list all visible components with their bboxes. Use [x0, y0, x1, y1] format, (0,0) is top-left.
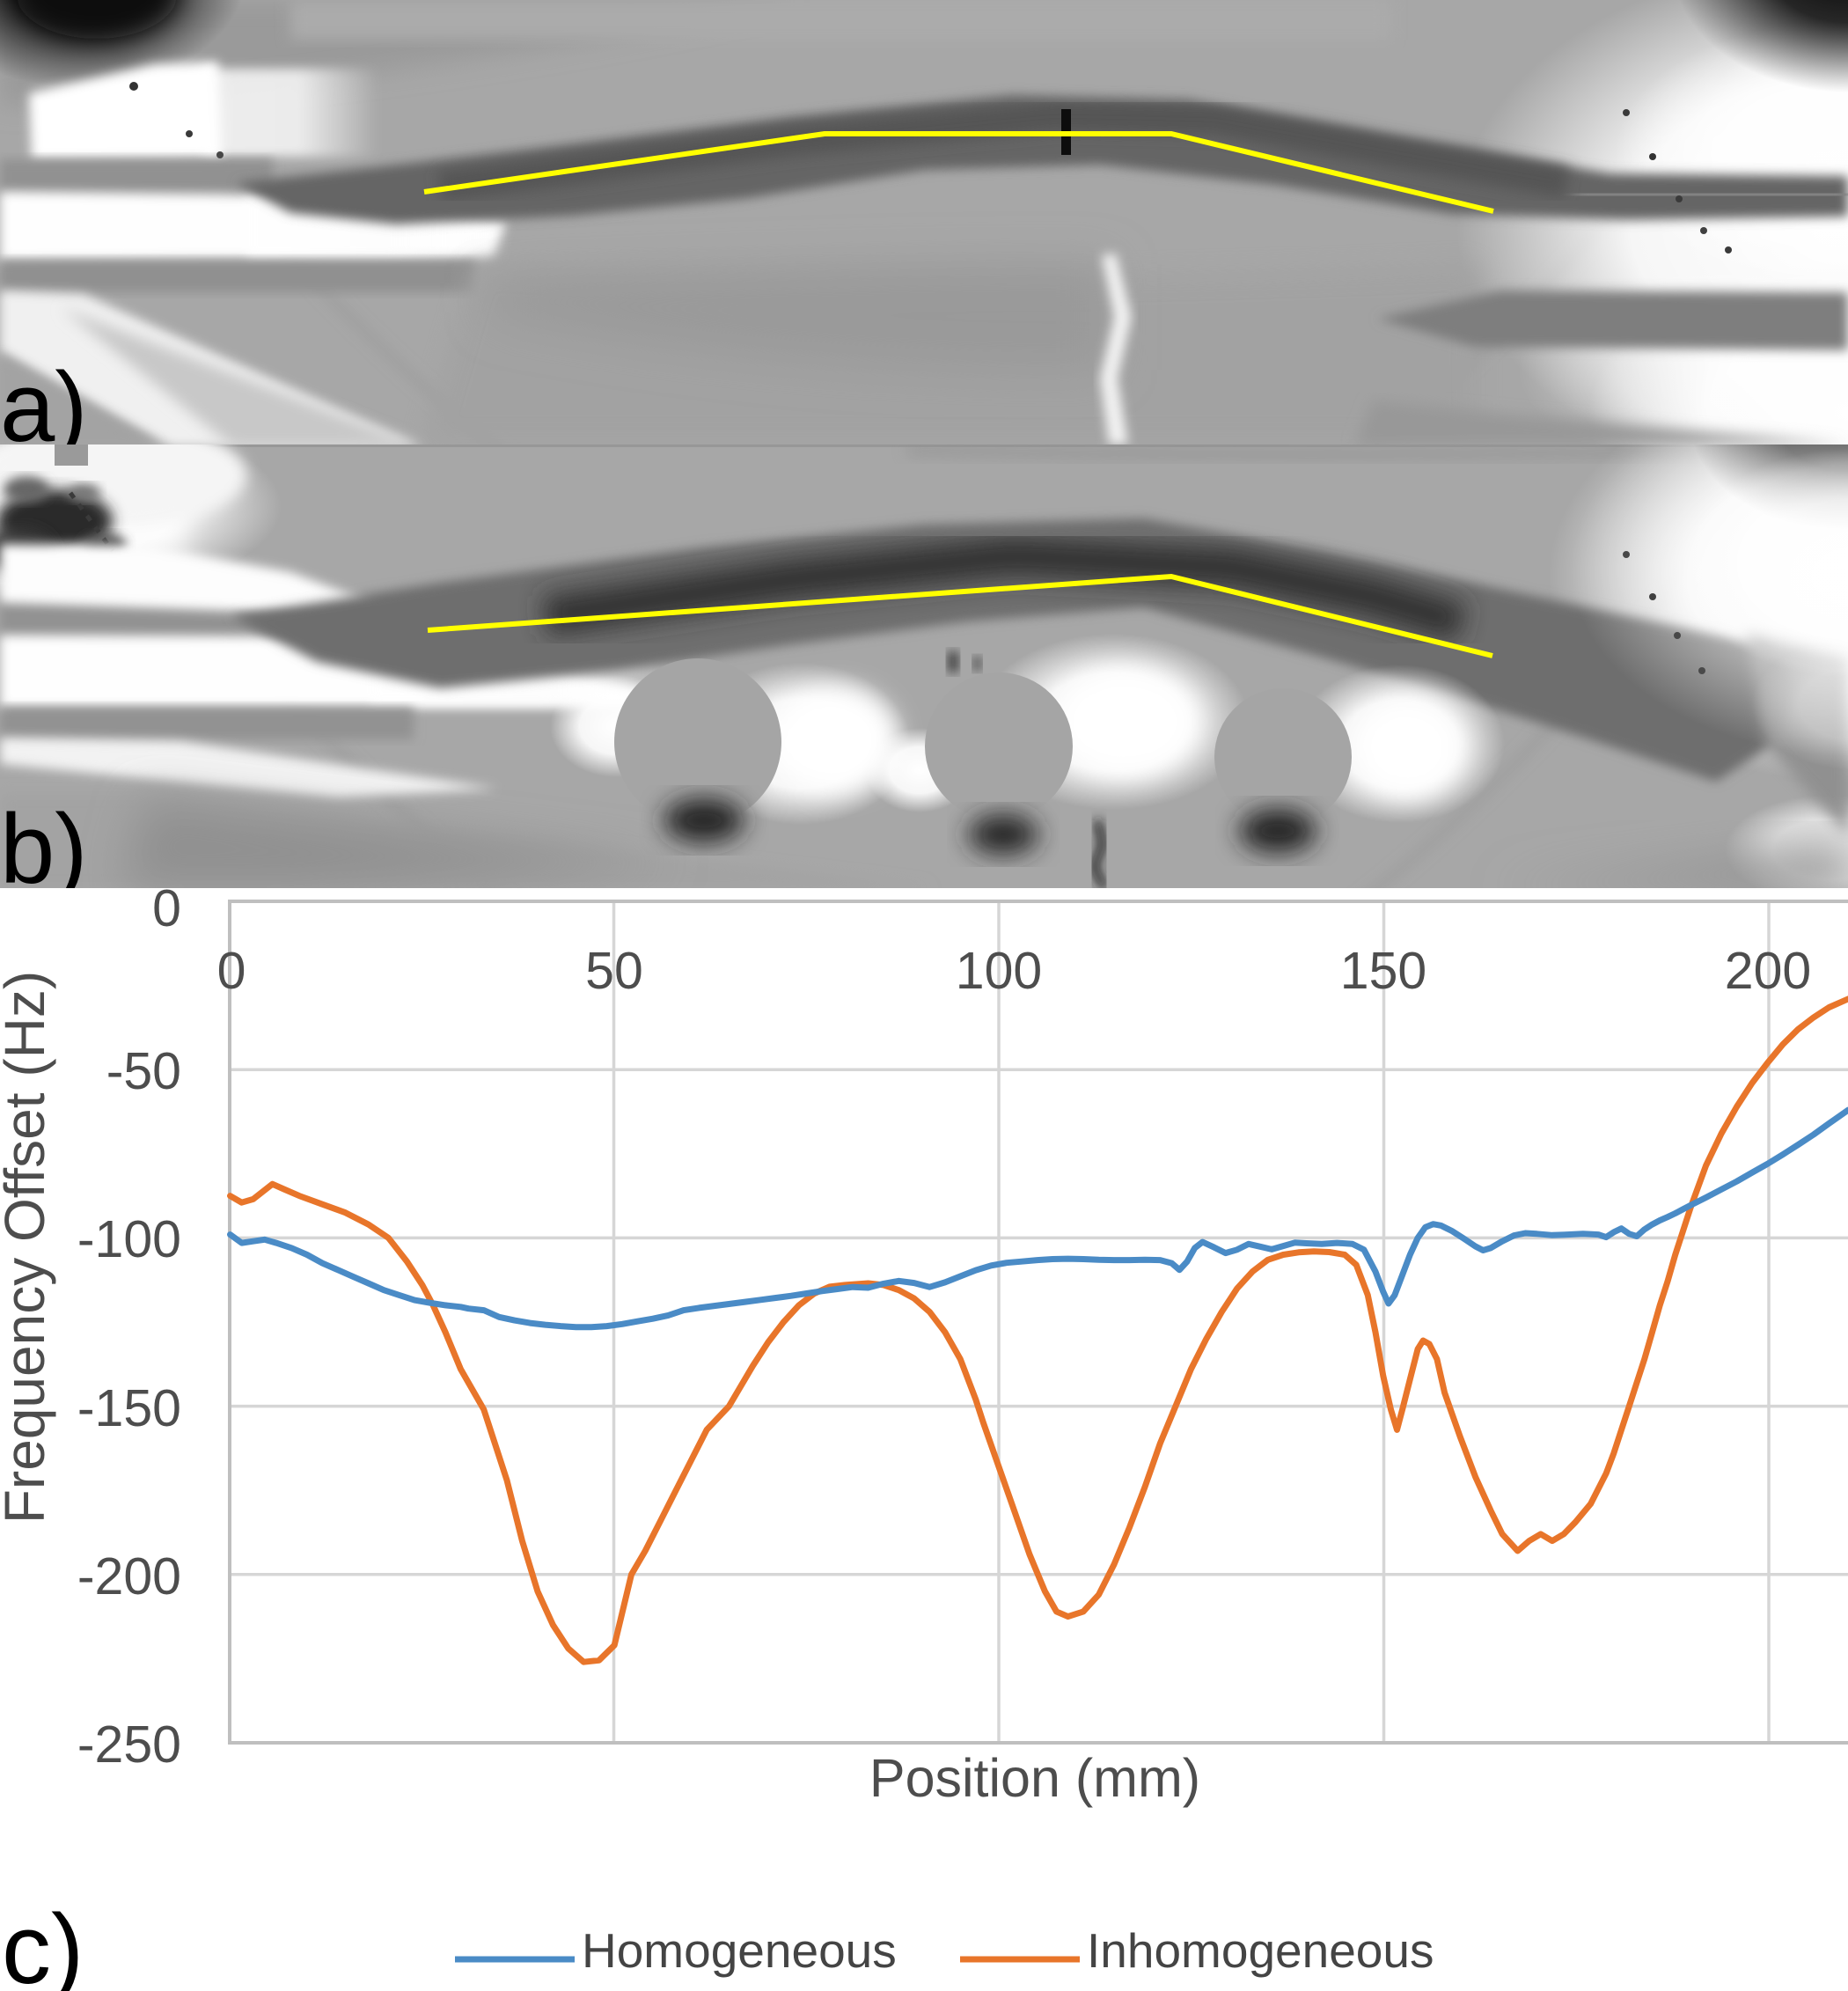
svg-text:-200: -200	[77, 1547, 181, 1605]
svg-text:b): b)	[0, 794, 88, 904]
svg-text:a): a)	[0, 352, 88, 462]
svg-text:100: 100	[956, 942, 1042, 1000]
svg-text:Inhomogeneous: Inhomogeneous	[1087, 1923, 1434, 1978]
svg-text:50: 50	[585, 942, 643, 1000]
svg-text:200: 200	[1725, 942, 1811, 1000]
svg-text:Position (mm): Position (mm)	[869, 1748, 1200, 1808]
svg-text:-150: -150	[77, 1379, 181, 1437]
svg-text:0: 0	[152, 879, 181, 937]
svg-text:-250: -250	[77, 1715, 181, 1774]
svg-text:c): c)	[2, 1894, 84, 1991]
svg-text:-100: -100	[77, 1210, 181, 1268]
svg-text:150: 150	[1340, 942, 1426, 1000]
svg-text:Frequency Offset (Hz): Frequency Offset (Hz)	[0, 971, 56, 1524]
svg-text:-50: -50	[106, 1042, 181, 1100]
svg-text:Homogeneous: Homogeneous	[582, 1923, 897, 1978]
svg-text:0: 0	[217, 942, 246, 1000]
